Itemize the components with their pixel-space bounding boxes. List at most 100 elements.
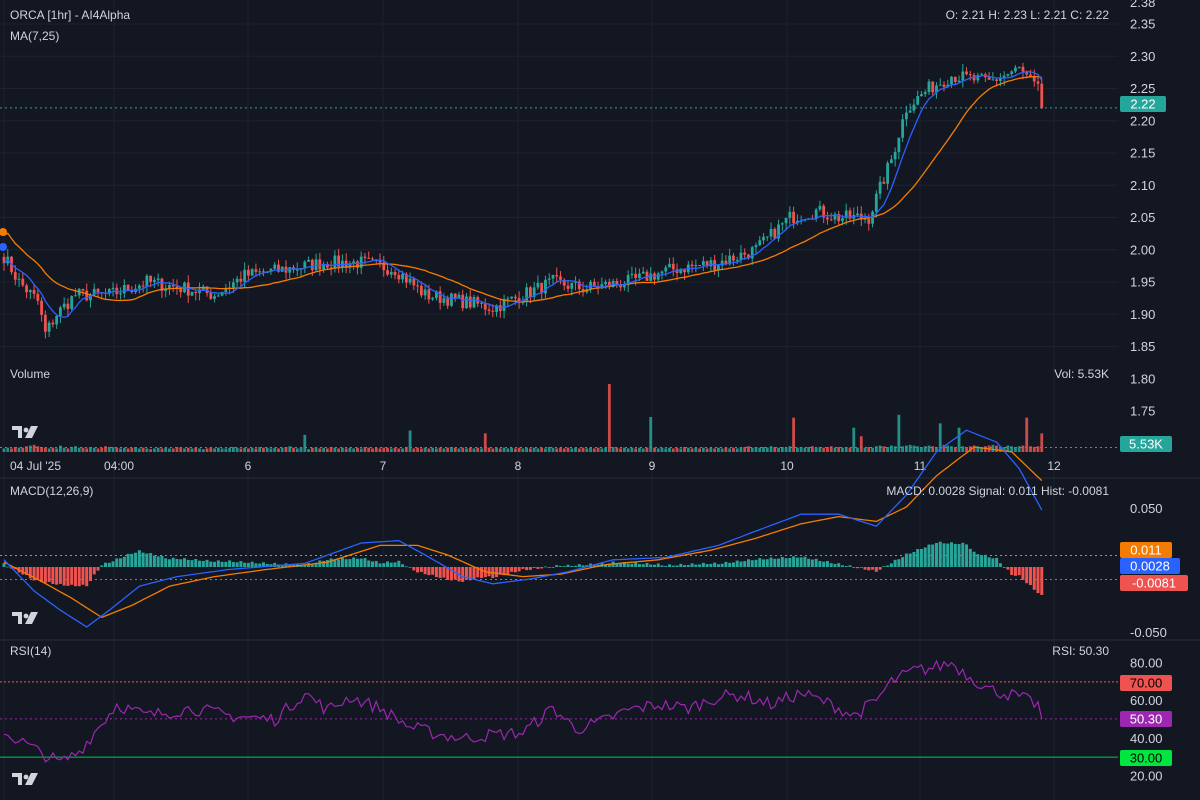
candle [70, 296, 74, 309]
macd-hist-bar [867, 567, 871, 571]
volume-bar [359, 448, 363, 452]
volume-bar [401, 448, 404, 452]
candle [762, 236, 765, 241]
volume-bar [953, 446, 957, 452]
candle [927, 81, 931, 92]
ma25-line [3, 75, 1042, 303]
macd-hist-bar [88, 567, 92, 581]
volume-pane[interactable]: Volume Vol: 5.53K [0, 367, 1118, 452]
volume-bar [592, 448, 596, 452]
macd-hist-bar [972, 551, 976, 567]
macd-hist-bar [359, 558, 363, 567]
macd-hist-bar [25, 567, 29, 576]
macd-hist-bar [679, 563, 683, 567]
candle [209, 293, 213, 299]
volume-bar [352, 448, 356, 452]
macd-hist-bar [950, 542, 954, 567]
volume-bar [529, 448, 532, 452]
price-axis[interactable]: 2.38 2.35 2.30 2.25 2.20 2.15 2.10 2.05 2.00 1.9… [1120, 0, 1172, 452]
candle [566, 285, 570, 289]
tradingview-logo-icon[interactable] [12, 612, 38, 624]
macd-hist-bar [51, 567, 55, 585]
volume-bar [532, 447, 536, 452]
volume-bar [871, 447, 874, 452]
candle [510, 296, 513, 299]
macd-hist-bar [1006, 567, 1010, 570]
rsi-tick-label: 80.00 [1130, 656, 1163, 671]
candle [13, 272, 17, 280]
macd-hist-bar [547, 567, 551, 568]
candle [419, 285, 423, 296]
macd-hist-bar [6, 566, 10, 568]
macd-hist-bar [333, 559, 337, 567]
macd-hist-bar [645, 562, 649, 567]
volume-bar [367, 447, 371, 452]
volume-bar [596, 447, 600, 452]
candle [529, 287, 532, 297]
price-tick-label: 2.05 [1130, 210, 1155, 225]
macd-hist-bar [438, 567, 442, 579]
candle [258, 271, 262, 273]
candle [897, 137, 901, 152]
volume-bar [807, 446, 811, 452]
volume-bar [931, 446, 935, 452]
macd-hist-bar [464, 567, 468, 580]
volume-bar [562, 448, 566, 452]
volume-bar [344, 448, 348, 452]
candle [55, 316, 59, 325]
macd-hist-bar [344, 559, 348, 567]
candle [356, 261, 359, 268]
price-pane[interactable]: ORCA [1hr] - AI4Alpha MA(7,25) O: 2.21 H… [0, 8, 1118, 339]
volume-bar [483, 433, 487, 452]
macd-hist-bar [604, 564, 608, 567]
macd-hist-bar [303, 565, 307, 567]
candle [540, 282, 544, 294]
rsi-pane[interactable]: RSI(14) RSI: 50.30 80.0060.0040.0020.00 … [0, 644, 1172, 784]
tradingview-logo-icon[interactable] [12, 773, 38, 785]
volume-bar [867, 446, 871, 452]
volume-bar [758, 447, 762, 452]
macd-hist-bar [777, 558, 781, 567]
macd-hist-bar [859, 567, 863, 568]
macd-hist-bar [156, 556, 160, 567]
volume-bar [1029, 446, 1032, 452]
volume-bar [1040, 433, 1044, 452]
tradingview-logo-icon[interactable] [12, 426, 38, 438]
macd-hist-bar [179, 559, 183, 567]
volume-bar [495, 447, 498, 452]
candle [1025, 71, 1029, 75]
macd-hist-bar [468, 567, 472, 581]
volume-bar [728, 448, 732, 452]
volume-bar [341, 447, 344, 452]
volume-bar [431, 447, 435, 452]
macd-hist-bar [329, 558, 333, 567]
macd-hist-bar [228, 560, 232, 567]
macd-hist-bar [115, 558, 119, 567]
rsi-value-badge-text: 50.30 [1130, 712, 1163, 727]
macd-hist-bar [310, 563, 314, 567]
volume-bar [957, 427, 961, 452]
candle [435, 291, 438, 298]
macd-hist-bar [250, 561, 254, 567]
macd-hist-bar [856, 567, 860, 569]
macd-hist-bar [825, 561, 829, 567]
candle [607, 281, 611, 288]
macd-hist-bar [412, 567, 416, 571]
candle [262, 271, 265, 273]
volume-bar [739, 447, 743, 452]
candle [145, 275, 149, 287]
candle [325, 263, 329, 268]
candle [679, 268, 683, 274]
volume-bar [453, 447, 457, 452]
macd-hist-bar [408, 566, 412, 568]
time-axis[interactable]: 04 Jul '25 04:00 6 7 8 9 10 11 12 [10, 459, 1061, 473]
volume-bar [85, 448, 89, 452]
volume-bar [209, 447, 213, 452]
volume-bar [946, 445, 950, 452]
volume-bar [540, 447, 544, 452]
candle [886, 163, 889, 184]
volume-bar [577, 448, 581, 452]
macd-pane[interactable]: MACD(12,26,9) MACD: 0.0028 Signal: 0.011… [0, 429, 1188, 640]
candle [243, 269, 247, 282]
